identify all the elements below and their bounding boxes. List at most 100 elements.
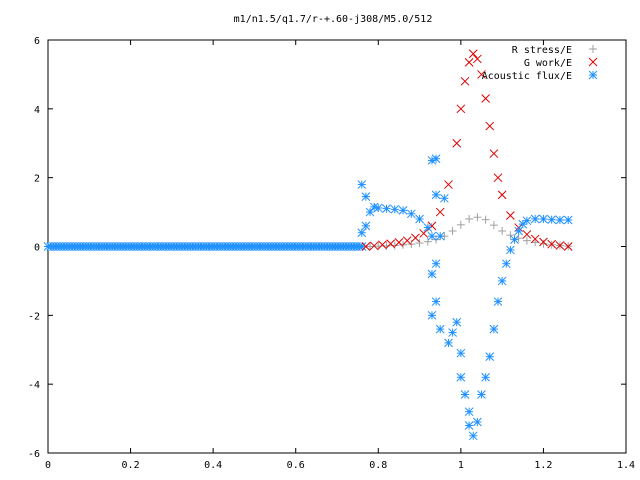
data-point [497, 190, 507, 200]
data-point [555, 241, 565, 250]
data-point [427, 269, 437, 279]
data-point [522, 230, 532, 239]
legend-label: R stress/E [512, 45, 572, 56]
data-point [473, 54, 482, 64]
data-point [427, 231, 437, 241]
data-point [361, 242, 371, 251]
data-point [493, 297, 503, 306]
data-point [415, 214, 424, 224]
data-point [431, 190, 441, 200]
y-tick-label: 2 [34, 174, 40, 185]
data-point [444, 338, 453, 348]
y-tick-label: -6 [28, 449, 40, 460]
data-point [530, 214, 540, 224]
data-point [489, 324, 499, 334]
data-point [522, 216, 532, 226]
x-tick-label: 1 [458, 460, 464, 471]
data-point [481, 94, 490, 103]
data-point [373, 203, 383, 213]
data-point [481, 372, 490, 382]
x-tick-label: 0 [45, 460, 51, 471]
x-tick-label: 0.2 [122, 460, 140, 471]
legend: R stress/E G work/E Acoustic flux/E [482, 45, 598, 82]
data-point [386, 239, 396, 249]
data-point [539, 237, 548, 247]
data-point [361, 221, 371, 231]
data-point [477, 70, 486, 79]
x-tick-label: 0.8 [369, 460, 387, 471]
data-point [460, 76, 470, 86]
data-point [456, 220, 465, 229]
data-point [477, 390, 486, 399]
legend-marker [588, 70, 598, 80]
data-point [419, 229, 429, 238]
data-point [531, 238, 540, 247]
data-point [465, 214, 474, 223]
y-tick-label: -2 [28, 311, 40, 322]
data-point [456, 372, 466, 382]
y-tick-label: 6 [34, 36, 40, 47]
data-point [464, 407, 474, 417]
series-cross [361, 49, 573, 251]
data-point [448, 227, 457, 236]
data-point [435, 231, 445, 241]
data-point [398, 206, 408, 215]
legend-marker [589, 45, 597, 53]
data-point [456, 348, 466, 358]
y-tick-label: 0 [34, 243, 40, 254]
series-plus [366, 213, 573, 251]
data-point [547, 215, 557, 225]
data-point [464, 421, 474, 430]
data-point [547, 239, 557, 249]
plot-area [43, 49, 573, 441]
data-point [506, 245, 515, 255]
data-point [460, 390, 470, 399]
data-point [423, 223, 433, 232]
data-point [439, 193, 449, 203]
data-point [402, 236, 412, 246]
legend-marker [588, 57, 598, 67]
chart-title: m1/n1.5/q1.7/r-+.60-j308/M5.0/512 [234, 14, 433, 25]
data-point [431, 259, 441, 269]
x-tick-label: 1.2 [534, 460, 552, 471]
data-point [435, 324, 445, 334]
data-point [452, 138, 462, 148]
data-point [514, 226, 524, 236]
data-point [411, 233, 420, 243]
data-point [473, 417, 482, 427]
x-tick-label: 0.4 [204, 460, 222, 471]
data-point [489, 221, 498, 230]
data-point [378, 240, 387, 250]
data-point [448, 328, 457, 337]
data-point [399, 240, 408, 249]
data-point [530, 234, 540, 244]
data-point [497, 276, 507, 286]
data-point [481, 215, 490, 224]
data-point [489, 149, 499, 158]
data-point [357, 228, 367, 238]
data-point [394, 238, 404, 247]
data-point [357, 180, 367, 189]
data-point [406, 209, 416, 219]
data-point [431, 297, 441, 306]
data-point [510, 235, 519, 244]
data-point [452, 317, 462, 327]
series-star [357, 154, 573, 441]
data-point [369, 241, 379, 251]
data-point [493, 173, 503, 183]
data-point [415, 239, 424, 248]
data-point [539, 214, 548, 224]
data-point [365, 207, 375, 217]
data-point [382, 204, 391, 213]
data-point [522, 236, 531, 245]
legend-label: G work/E [524, 58, 572, 69]
data-point [501, 259, 511, 269]
data-point [473, 213, 482, 222]
data-point [485, 352, 495, 361]
data-point [427, 310, 437, 320]
data-point [468, 49, 478, 59]
data-point [423, 237, 432, 246]
data-point [435, 207, 445, 217]
data-point [485, 121, 495, 131]
